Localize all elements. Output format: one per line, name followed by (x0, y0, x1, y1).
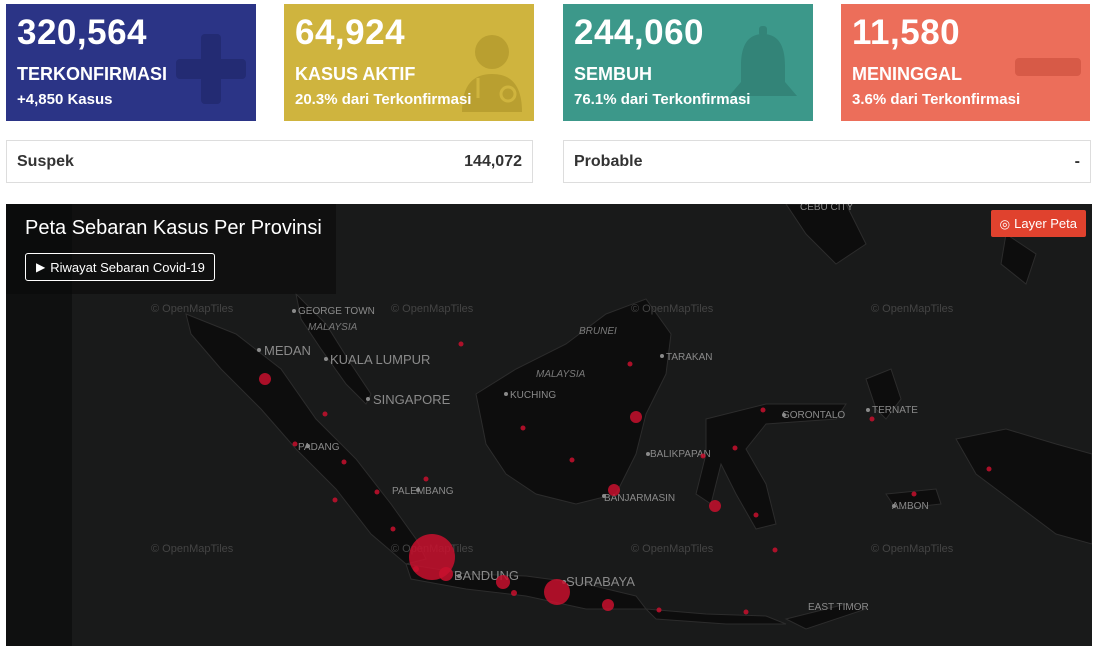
watermark-label: © OpenMapTiles (391, 303, 474, 315)
watermark-label: © OpenMapTiles (151, 543, 234, 555)
map-title-panel: Peta Sebaran Kasus Per Provinsi ▶ Riwaya… (6, 204, 336, 294)
active-percent: 20.3% dari Terkonfirmasi (295, 91, 472, 108)
minus-icon (1015, 58, 1081, 76)
country-label: BRUNEI (579, 326, 617, 337)
confirmed-delta: +4,850 Kasus (17, 91, 113, 108)
layer-button[interactable]: ◎ Layer Peta (990, 210, 1086, 237)
country-label: MALAYSIA (308, 322, 358, 333)
city-label: SURABAYA (566, 574, 635, 589)
recovered-label: SEMBUH (574, 64, 653, 84)
play-icon: ▶ (36, 260, 46, 274)
watermark-label: © OpenMapTiles (151, 303, 234, 315)
confirmed-label: TERKONFIRMASI (17, 64, 167, 84)
probable-value: - (1074, 153, 1080, 170)
deaths-count: 11,580 (852, 13, 961, 52)
suspect-stat: Suspek 144,072 (6, 140, 533, 183)
plus-icon (176, 34, 246, 104)
deaths-label: MENINGGAL (852, 64, 962, 84)
watermark-label: © OpenMapTiles (871, 543, 954, 555)
watermark-label: © OpenMapTiles (631, 303, 714, 315)
city-label: GEORGE TOWN (298, 306, 375, 317)
city-label: EAST TIMOR (808, 602, 869, 613)
bell-icon (729, 26, 797, 96)
city-label: KUCHING (510, 390, 556, 401)
city-label: PADANG (298, 442, 340, 453)
doctor-icon (462, 35, 522, 112)
city-label: BANJARMASIN (604, 493, 675, 504)
city-label: BALIKPAPAN (650, 449, 711, 460)
active-count: 64,924 (295, 13, 406, 52)
history-button[interactable]: ▶ Riwayat Sebaran Covid-19 (25, 253, 215, 281)
city-label: TARAKAN (666, 352, 713, 363)
history-button-label: Riwayat Sebaran Covid-19 (50, 259, 205, 275)
watermark-label: © OpenMapTiles (871, 303, 954, 315)
city-label: MEDAN (264, 343, 311, 358)
probable-stat: Probable - (563, 140, 1091, 183)
layer-button-label: Layer Peta (1014, 216, 1077, 231)
suspect-label: Suspek (17, 153, 74, 170)
map-title: Peta Sebaran Kasus Per Provinsi (25, 217, 322, 239)
city-label: PALEMBANG (392, 486, 454, 497)
active-card: 64,924 KASUS AKTIF 20.3% dari Terkonfirm… (284, 4, 534, 121)
city-label: AMBON (892, 501, 929, 512)
suspect-value: 144,072 (464, 153, 522, 170)
recovered-percent: 76.1% dari Terkonfirmasi (574, 91, 751, 108)
province-map[interactable]: © OpenMapTiles © OpenMapTiles © OpenMapT… (6, 204, 1092, 646)
confirmed-count: 320,564 (17, 13, 148, 52)
country-label: MALAYSIA (536, 369, 586, 380)
recovered-count: 244,060 (574, 13, 705, 52)
deaths-percent: 3.6% dari Terkonfirmasi (852, 91, 1021, 108)
watermark-label: © OpenMapTiles (631, 543, 714, 555)
city-label: GORONTALO (782, 410, 845, 421)
recovered-card: 244,060 SEMBUH 76.1% dari Terkonfirmasi (563, 4, 813, 121)
layers-icon: ◎ (999, 216, 1011, 231)
active-label: KASUS AKTIF (295, 64, 416, 84)
confirmed-card: 320,564 TERKONFIRMASI +4,850 Kasus (6, 4, 256, 121)
city-label: KUALA LUMPUR (330, 352, 430, 367)
deaths-card: 11,580 MENINGGAL 3.6% dari Terkonfirmasi (841, 4, 1090, 121)
city-label: CEBU CITY (800, 204, 854, 213)
probable-label: Probable (574, 153, 643, 170)
city-label: TERNATE (872, 405, 918, 416)
city-label: SINGAPORE (373, 392, 451, 407)
